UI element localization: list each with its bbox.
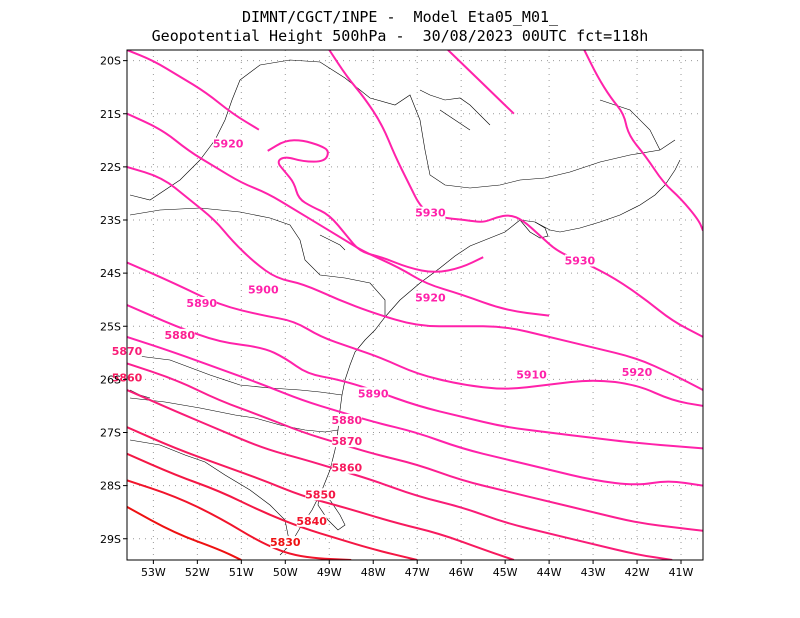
lat-tick-label: 20S — [100, 55, 121, 68]
contour-label: 5890 — [186, 297, 217, 310]
contour-label: 5920 — [415, 292, 446, 305]
contour-label-bg — [358, 387, 389, 400]
lon-tick-label: 46W — [449, 566, 474, 579]
rj-coast — [519, 219, 549, 239]
contour-label: 5900 — [248, 284, 279, 297]
lon-tick-label: 42W — [625, 566, 650, 579]
lon-tick-label: 41W — [669, 566, 694, 579]
contour-5910 — [127, 261, 703, 407]
contour-label: 5830 — [270, 536, 301, 549]
contour-5930 — [583, 50, 703, 231]
contour-5830 — [127, 506, 242, 560]
lon-tick-label: 43W — [581, 566, 606, 579]
contour-label-bg — [564, 254, 595, 267]
contour-label-bg — [305, 488, 336, 501]
lake-detail — [319, 89, 491, 251]
contour-label-bg — [516, 368, 547, 381]
coastline-southeast — [519, 159, 681, 233]
lon-tick-label: 51W — [229, 566, 254, 579]
contour-label: 5920 — [213, 138, 244, 151]
contour-label: 5860 — [332, 462, 363, 475]
contour-5840 — [127, 479, 352, 560]
lat-tick-label: 27S — [100, 427, 121, 440]
state-border-ms-sp — [129, 79, 241, 201]
state-border-sp-pr — [129, 207, 386, 317]
contour-label-bg — [296, 514, 327, 527]
lon-tick-label: 49W — [317, 566, 342, 579]
border-argentina — [129, 389, 151, 399]
contour-5930 — [127, 112, 550, 317]
contour-label-bg — [331, 413, 362, 426]
contour-label-bg — [186, 297, 217, 309]
contour-label-bg — [415, 291, 446, 304]
contour-label: 5840 — [296, 515, 327, 528]
contour-label: 5920 — [622, 366, 653, 379]
contour-label-bg — [213, 137, 244, 150]
contour-5870 — [127, 389, 673, 560]
lat-tick-label: 29S — [100, 533, 121, 546]
chart-subtitle: Geopotential Height 500hPa - 30/08/2023 … — [151, 27, 649, 45]
contour-label: 5850 — [305, 488, 336, 501]
border-rs-west — [129, 439, 291, 546]
axis-ticks: 20S 21S 22S 23S 24S 25S 26S 27S 28S 29S 53W 52W 51W 5… — [100, 55, 694, 579]
lat-tick-label: 22S — [100, 161, 121, 174]
lon-tick-label: 45W — [493, 566, 518, 579]
contour-label: 5880 — [164, 329, 195, 342]
lon-tick-label: 44W — [537, 566, 562, 579]
contour-5930 — [127, 50, 260, 131]
contour-label: 5910 — [516, 369, 547, 382]
contour-5930 — [447, 50, 515, 115]
lat-tick-label: 24S — [100, 267, 121, 280]
contour-label-bg — [415, 206, 446, 219]
state-border-pr-sc — [129, 354, 343, 396]
lat-tick-label: 28S — [100, 480, 121, 493]
lon-tick-label: 50W — [273, 566, 298, 579]
coastline-borders — [129, 59, 681, 556]
contour-5920 — [267, 139, 484, 273]
contour-5850 — [127, 452, 418, 560]
contour-label-bg — [248, 283, 279, 296]
contour-5920 — [127, 165, 703, 391]
contour-label: 5890 — [358, 387, 389, 400]
contour-label: 5930 — [415, 207, 446, 220]
contour-label: 5880 — [332, 414, 363, 427]
contour-label-bg — [331, 461, 362, 474]
contour-5860 — [127, 426, 515, 560]
mg-es-border — [599, 99, 661, 151]
contour-5890 — [127, 335, 703, 487]
lat-tick-label: 23S — [100, 214, 121, 227]
plot-frame — [126, 49, 704, 561]
height-contours — [127, 50, 703, 560]
lon-tick-label: 48W — [361, 566, 386, 579]
lat-tick-label: 25S — [100, 320, 121, 333]
contour-label-bg — [164, 328, 195, 341]
lat-tick-label: 26S — [100, 373, 121, 386]
lat-tick-label: 21S — [100, 108, 121, 121]
state-border-mg-sp — [239, 59, 676, 189]
contour-labels: 5830584058505860587058805890587058605880… — [112, 137, 653, 549]
contour-label-bg — [331, 435, 362, 448]
contour-label: 5930 — [565, 255, 596, 268]
lon-tick-label: 53W — [141, 566, 166, 579]
contour-5930 — [328, 50, 703, 338]
lagoon-patos — [317, 489, 346, 531]
contour-5880 — [127, 362, 703, 532]
contour-5900 — [127, 304, 703, 450]
lon-tick-label: 47W — [405, 566, 430, 579]
lon-tick-label: 52W — [185, 566, 210, 579]
contour-label-bg — [270, 536, 301, 549]
contour-label: 5870 — [332, 435, 363, 448]
chart-title: DIMNT/CGCT/INPE - Model Eta05_M01_ — [241, 8, 559, 26]
contour-label-bg — [622, 366, 653, 379]
state-border-sc-rs — [129, 397, 339, 433]
